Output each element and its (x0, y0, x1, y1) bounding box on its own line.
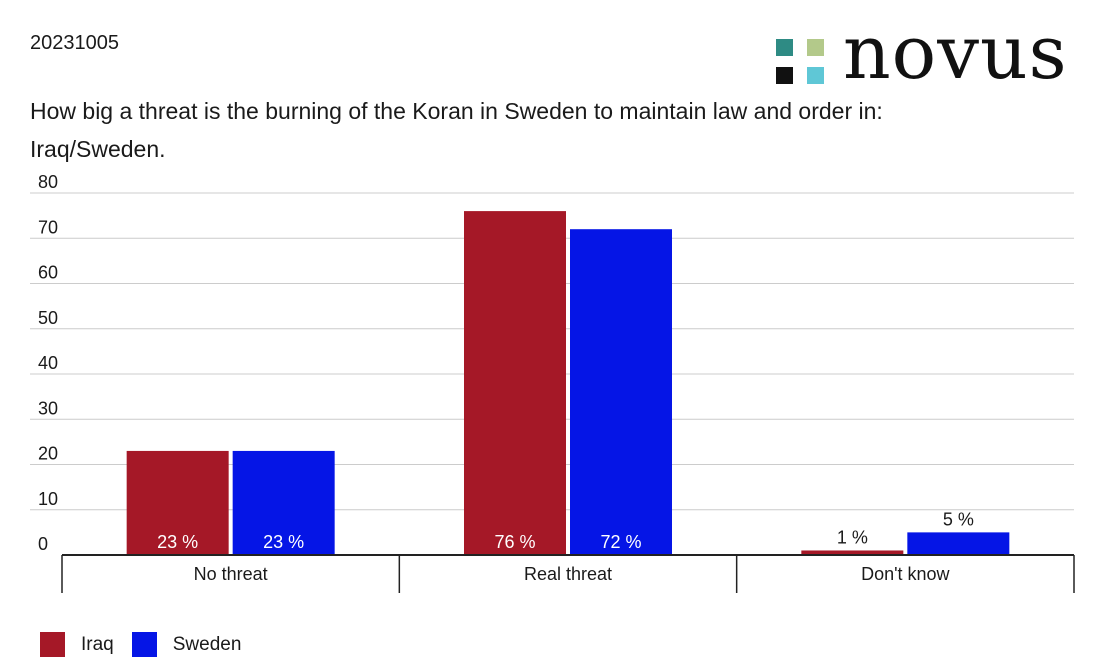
y-tick-label: 70 (38, 217, 58, 237)
x-category-label: No threat (194, 564, 268, 584)
y-tick-label: 40 (38, 353, 58, 373)
chart-date: 20231005 (30, 32, 119, 54)
y-tick-label: 60 (38, 263, 58, 283)
x-category-label: Don't know (861, 564, 950, 584)
data-label: 1 % (837, 527, 868, 547)
y-tick-label: 50 (38, 308, 58, 328)
y-tick-label: 0 (38, 534, 48, 554)
legend-label-sweden: Sweden (172, 633, 242, 655)
data-label: 23 % (157, 532, 198, 552)
bar-sweden (907, 532, 1010, 555)
bar-sweden (570, 229, 672, 555)
legend-swatch-sweden (131, 632, 157, 657)
logo-square-teal (776, 39, 793, 56)
y-tick-label: 20 (38, 444, 58, 464)
bar-iraq (126, 450, 229, 555)
y-tick-label: 30 (38, 398, 58, 418)
chart-title: How big a threat is the burning of the K… (30, 98, 883, 162)
chart-legend: Iraq Sweden (40, 632, 259, 657)
legend-swatch-iraq (40, 632, 65, 657)
y-tick-label: 10 (38, 489, 58, 509)
bar-iraq (464, 211, 566, 555)
data-label: 5 % (943, 509, 974, 529)
data-label: 72 % (600, 532, 641, 552)
y-tick-label: 80 (38, 172, 58, 192)
logo-wordmark: novus (843, 10, 1068, 96)
legend-label-iraq: Iraq (81, 633, 114, 655)
logo-square-cyan (807, 67, 824, 84)
novus-logo: novus (776, 16, 1096, 90)
bar-iraq (801, 550, 904, 555)
logo-square-green (807, 39, 824, 56)
bar-sweden (232, 450, 335, 555)
x-category-label: Real threat (524, 564, 612, 584)
data-label: 23 % (263, 532, 304, 552)
data-label: 76 % (494, 532, 535, 552)
logo-square-black (776, 67, 793, 84)
